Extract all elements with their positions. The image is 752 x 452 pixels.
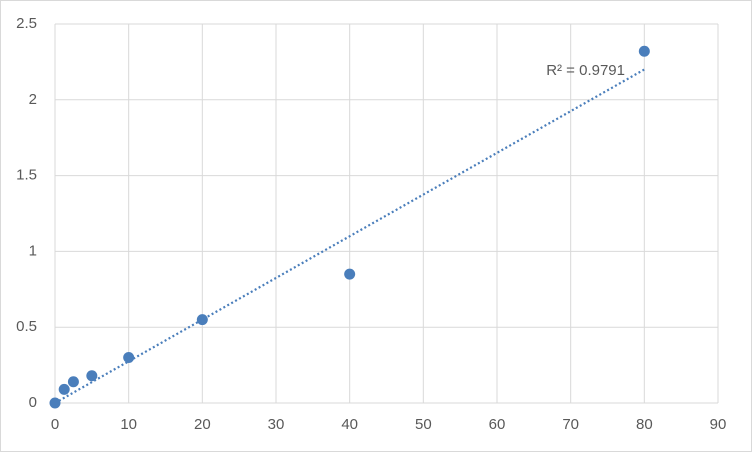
x-tick-label: 80: [636, 416, 653, 433]
x-tick-label: 30: [268, 416, 285, 433]
y-tick-label: 2.5: [16, 15, 37, 32]
point: [196, 314, 208, 326]
point: [67, 376, 79, 388]
y-tick-label: 1.5: [16, 167, 37, 184]
point: [638, 45, 650, 57]
x-tick-label: 90: [710, 416, 727, 433]
trendline: [54, 68, 645, 404]
x-tick-label: 50: [415, 416, 432, 433]
point: [58, 383, 70, 395]
x-tick-label: 60: [489, 416, 506, 433]
annotation: R² = 0.9791: [546, 62, 625, 79]
point: [49, 397, 61, 409]
y-tick-label: 1: [29, 242, 37, 259]
x-tick-label: 70: [562, 416, 579, 433]
y-tick-label: 0.5: [16, 318, 37, 335]
x-tick-label: 10: [120, 416, 137, 433]
y-tick-label: 0: [29, 394, 37, 411]
x-tick-label: 0: [51, 416, 59, 433]
point: [344, 268, 356, 280]
point: [123, 352, 135, 364]
x-tick-label: 20: [194, 416, 211, 433]
x-tick-label: 40: [341, 416, 358, 433]
point: [86, 370, 98, 382]
y-tick-label: 2: [29, 91, 37, 108]
